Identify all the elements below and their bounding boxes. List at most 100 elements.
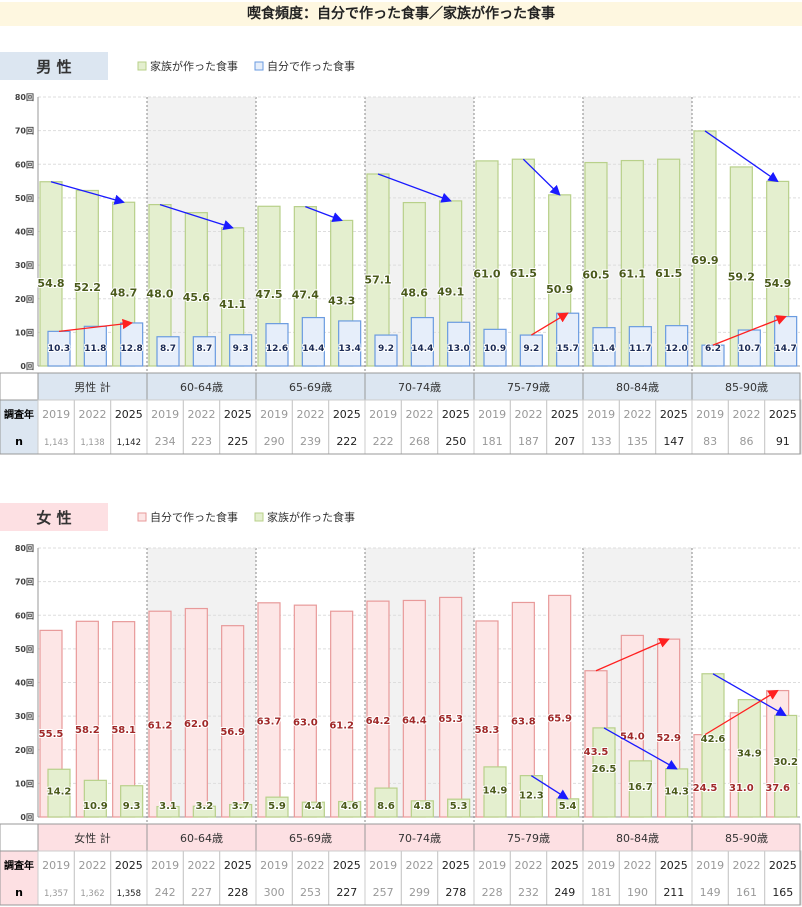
year-cell: 2022: [405, 408, 433, 421]
n-cell: 253: [300, 886, 321, 899]
n-cell: 268: [409, 435, 430, 448]
n-cell: 223: [191, 435, 212, 448]
year-cell: 2025: [115, 408, 143, 421]
bar-blue: [192, 336, 216, 367]
trend-arrow-blue: [522, 158, 561, 196]
y-tick-label: 0回: [20, 813, 34, 822]
year-cell: 2022: [78, 408, 106, 421]
n-cell: 86: [739, 435, 753, 448]
year-cell: 2022: [623, 408, 651, 421]
table-border: [0, 372, 801, 455]
page-title: 喫食頻度：自分で作った食事／家族が作った食事: [0, 2, 802, 26]
year-cell: 2025: [442, 859, 470, 872]
year-cell: 2019: [42, 859, 70, 872]
trend-arrow-blue: [603, 727, 678, 770]
y-tick-label: 80回: [15, 544, 34, 553]
data-label: 63.8: [511, 716, 536, 727]
data-label: 52.2: [74, 281, 101, 294]
data-label: 15.7: [557, 344, 579, 354]
data-label: 58.1: [111, 725, 136, 736]
data-label: 61.5: [655, 267, 682, 280]
year-cell: 2025: [333, 859, 361, 872]
section-label-box: [0, 503, 108, 531]
group-label: 女性 計: [74, 831, 111, 845]
year-cell: 2022: [296, 408, 324, 421]
group-label: 60-64歳: [180, 832, 223, 845]
n-cell: 165: [772, 886, 793, 899]
y-tick-label: 50回: [15, 194, 34, 203]
year-cell: 2019: [369, 859, 397, 872]
data-label: 64.2: [366, 716, 391, 727]
data-label: 64.4: [402, 716, 427, 727]
year-cell: 2019: [151, 859, 179, 872]
data-label: 45.6: [183, 291, 210, 304]
data-label: 3.2: [195, 801, 213, 812]
data-label: 9.2: [523, 344, 539, 354]
year-cell: 2019: [478, 408, 506, 421]
n-cell: 181: [591, 886, 612, 899]
year-cell: 2019: [696, 408, 724, 421]
data-label: 58.3: [475, 725, 500, 736]
n-cell: 250: [445, 435, 466, 448]
year-cell: 2019: [696, 859, 724, 872]
y-tick-label: 80回: [15, 93, 34, 102]
data-label: 26.5: [592, 764, 617, 775]
n-cell: 227: [336, 886, 357, 899]
n-cell: 149: [700, 886, 721, 899]
bar-blue: [774, 315, 798, 367]
bar-blue: [410, 316, 434, 367]
year-cell: 2019: [260, 408, 288, 421]
legend-label: 自分で作った食事: [267, 59, 355, 73]
n-cell: 1,358: [117, 889, 141, 899]
n-cell: 1,143: [44, 438, 68, 448]
n-cell: 257: [373, 886, 394, 899]
data-label: 42.6: [701, 734, 726, 745]
data-label: 14.2: [47, 787, 72, 798]
group-label: 65-69歳: [289, 381, 332, 394]
y-tick-label: 20回: [15, 295, 34, 304]
data-label: 9.3: [123, 801, 141, 812]
year-cell: 2019: [42, 408, 70, 421]
y-tick-label: 30回: [15, 712, 34, 721]
bar-pink: [257, 602, 281, 818]
y-tick-label: 30回: [15, 261, 34, 270]
data-label: 14.7: [775, 344, 797, 354]
bar-blue: [265, 323, 289, 367]
bar-green: [374, 787, 398, 818]
data-label: 10.9: [83, 801, 108, 812]
bar-green: [47, 768, 71, 818]
section-label: 男 性: [36, 58, 71, 76]
n-cell: 190: [627, 886, 648, 899]
legend-label: 家族が作った食事: [267, 510, 355, 524]
data-label: 48.0: [146, 287, 173, 300]
year-cell: 2022: [405, 859, 433, 872]
data-label: 10.7: [738, 344, 760, 354]
data-label: 9.2: [378, 344, 394, 354]
n-cell: 242: [155, 886, 176, 899]
n-cell: 83: [703, 435, 717, 448]
legend-swatch: [254, 61, 264, 71]
bar-blue: [83, 325, 107, 367]
data-label: 50.9: [546, 283, 573, 296]
bar-pink: [402, 599, 426, 818]
bar-pink: [148, 610, 172, 818]
bar-green: [410, 800, 434, 818]
bar-blue: [628, 326, 652, 367]
data-label: 61.1: [619, 268, 646, 281]
data-label: 6.2: [705, 344, 721, 354]
data-label: 57.1: [364, 274, 391, 287]
n-cell: 222: [373, 435, 394, 448]
data-label: 61.0: [473, 268, 500, 281]
data-label: 12.0: [666, 344, 688, 354]
n-cell: 239: [300, 435, 321, 448]
data-label: 48.7: [110, 286, 137, 299]
group-label: 65-69歳: [289, 832, 332, 845]
trend-arrow-red: [704, 689, 779, 736]
data-label: 10.9: [484, 344, 506, 354]
year-cell: 2022: [78, 859, 106, 872]
legend-swatch: [254, 512, 264, 522]
data-label: 5.4: [559, 801, 577, 812]
data-label: 54.0: [620, 731, 645, 742]
data-label: 31.0: [729, 783, 754, 794]
